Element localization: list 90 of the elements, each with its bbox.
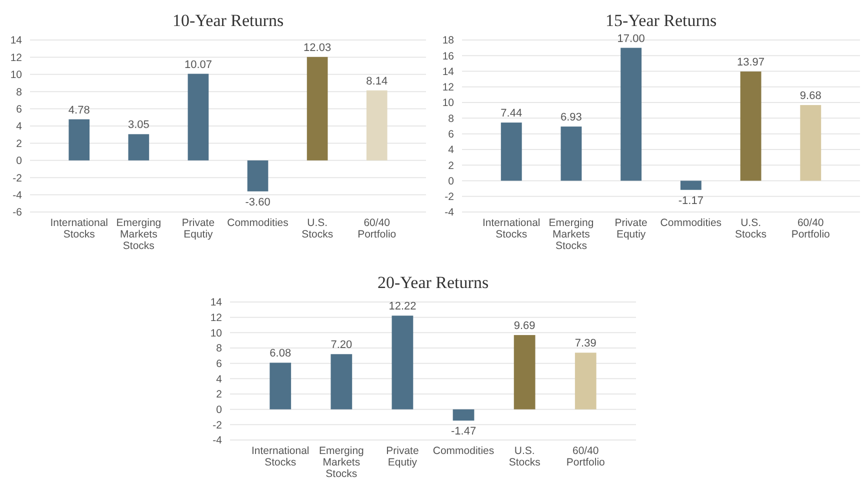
y-tick-label: 4: [16, 120, 22, 133]
bar: [128, 134, 150, 160]
data-label: 12.03: [304, 42, 332, 54]
y-tick-label: 0: [448, 175, 454, 188]
y-tick-label: 4: [448, 144, 454, 156]
bar: [188, 74, 209, 160]
x-tick-label: 60/40 Portfolio: [358, 217, 396, 240]
bar: [366, 90, 388, 160]
data-label: -1.17: [678, 194, 704, 207]
bar: [514, 335, 536, 410]
x-tick-label: Private Equtiy: [386, 445, 419, 468]
x-tick-label: International Stocks: [482, 217, 540, 240]
x-tick-label: Emerging Markets Stocks: [116, 217, 162, 252]
chart-title: 20-Year Returns: [377, 273, 489, 292]
data-label: 8.14: [366, 75, 388, 88]
data-label: 6.08: [270, 348, 292, 360]
data-label: 7.39: [574, 338, 596, 350]
y-tick-label: -4: [212, 434, 222, 447]
y-tick-label: 8: [448, 112, 454, 125]
y-tick-label: 16: [442, 50, 454, 62]
bar: [574, 352, 596, 410]
y-tick-label: 8: [16, 86, 22, 98]
bar: [392, 316, 414, 410]
y-tick-label: -4: [444, 206, 454, 219]
x-tick-label: Commodities: [227, 217, 288, 229]
y-tick-label: 6: [216, 358, 222, 370]
data-label: 7.44: [500, 108, 522, 120]
y-tick-label: 6: [448, 128, 454, 140]
x-tick-label: 60/40 Portfolio: [566, 445, 606, 468]
data-label: 3.05: [128, 119, 150, 132]
y-tick-label: 2: [216, 388, 222, 401]
y-tick-label: 12: [442, 82, 454, 94]
chart-title: 10-Year Returns: [172, 11, 284, 30]
y-tick-label: -2: [212, 419, 222, 432]
bar: [620, 48, 642, 181]
x-tick-label: U.S. Stocks: [508, 445, 540, 468]
y-tick-label: -4: [12, 189, 22, 202]
bar: [270, 362, 292, 410]
data-label: 9.69: [514, 320, 536, 332]
x-tick-label: 60/40 Portfolio: [791, 217, 830, 240]
y-tick-label: -2: [12, 172, 22, 184]
bar: [306, 56, 328, 160]
x-tick-label: Commodities: [432, 445, 494, 457]
y-tick-label: 4: [216, 373, 222, 386]
chart-title: 15-Year Returns: [605, 11, 717, 30]
y-tick-label: -2: [444, 191, 454, 204]
bar: [680, 180, 702, 190]
x-tick-label: International Stocks: [251, 445, 310, 468]
data-label: 4.78: [68, 104, 90, 116]
x-tick-label: U.S. Stocks: [735, 217, 767, 240]
y-tick-label: 0: [16, 155, 22, 168]
data-label: -3.60: [245, 196, 270, 208]
bar: [800, 105, 822, 181]
y-tick-label: 18: [442, 34, 454, 47]
bar: [247, 160, 268, 192]
data-label: 13.97: [737, 56, 765, 69]
x-tick-label: Emerging Markets Stocks: [548, 217, 594, 252]
bar: [68, 119, 90, 160]
y-tick-label: 2: [16, 138, 22, 150]
data-label: 9.68: [800, 90, 822, 102]
x-tick-label: International Stocks: [50, 217, 108, 240]
data-label: 7.20: [330, 339, 352, 352]
x-tick-label: Commodities: [660, 217, 722, 229]
data-label: 10.07: [184, 58, 212, 71]
y-tick-label: 0: [216, 404, 222, 416]
x-tick-label: Private Equtiy: [182, 217, 215, 240]
bar: [740, 72, 762, 181]
data-label: 17.00: [617, 32, 645, 45]
x-tick-label: Emerging Markets Stocks: [318, 445, 364, 480]
x-tick-label: Private Equtiy: [614, 217, 648, 240]
y-tick-label: 14: [442, 66, 454, 78]
y-tick-label: 12: [210, 312, 222, 324]
y-tick-label: 14: [210, 296, 222, 309]
x-tick-label: U.S. Stocks: [302, 217, 334, 240]
y-tick-label: 10: [442, 97, 454, 110]
y-tick-label: 10: [210, 327, 222, 340]
data-label: 12.22: [388, 300, 416, 313]
y-tick-label: 8: [216, 342, 222, 355]
data-label: -1.47: [450, 426, 476, 438]
y-tick-label: 12: [10, 52, 22, 64]
y-tick-label: 6: [16, 103, 22, 116]
y-tick-label: 2: [448, 160, 454, 172]
y-tick-label: -6: [12, 206, 22, 219]
bar: [452, 409, 474, 421]
bar: [500, 122, 522, 181]
data-label: 6.93: [560, 112, 582, 124]
bar: [330, 354, 352, 410]
y-tick-label: 10: [10, 69, 22, 82]
bar: [560, 126, 582, 181]
y-tick-label: 14: [10, 34, 22, 47]
